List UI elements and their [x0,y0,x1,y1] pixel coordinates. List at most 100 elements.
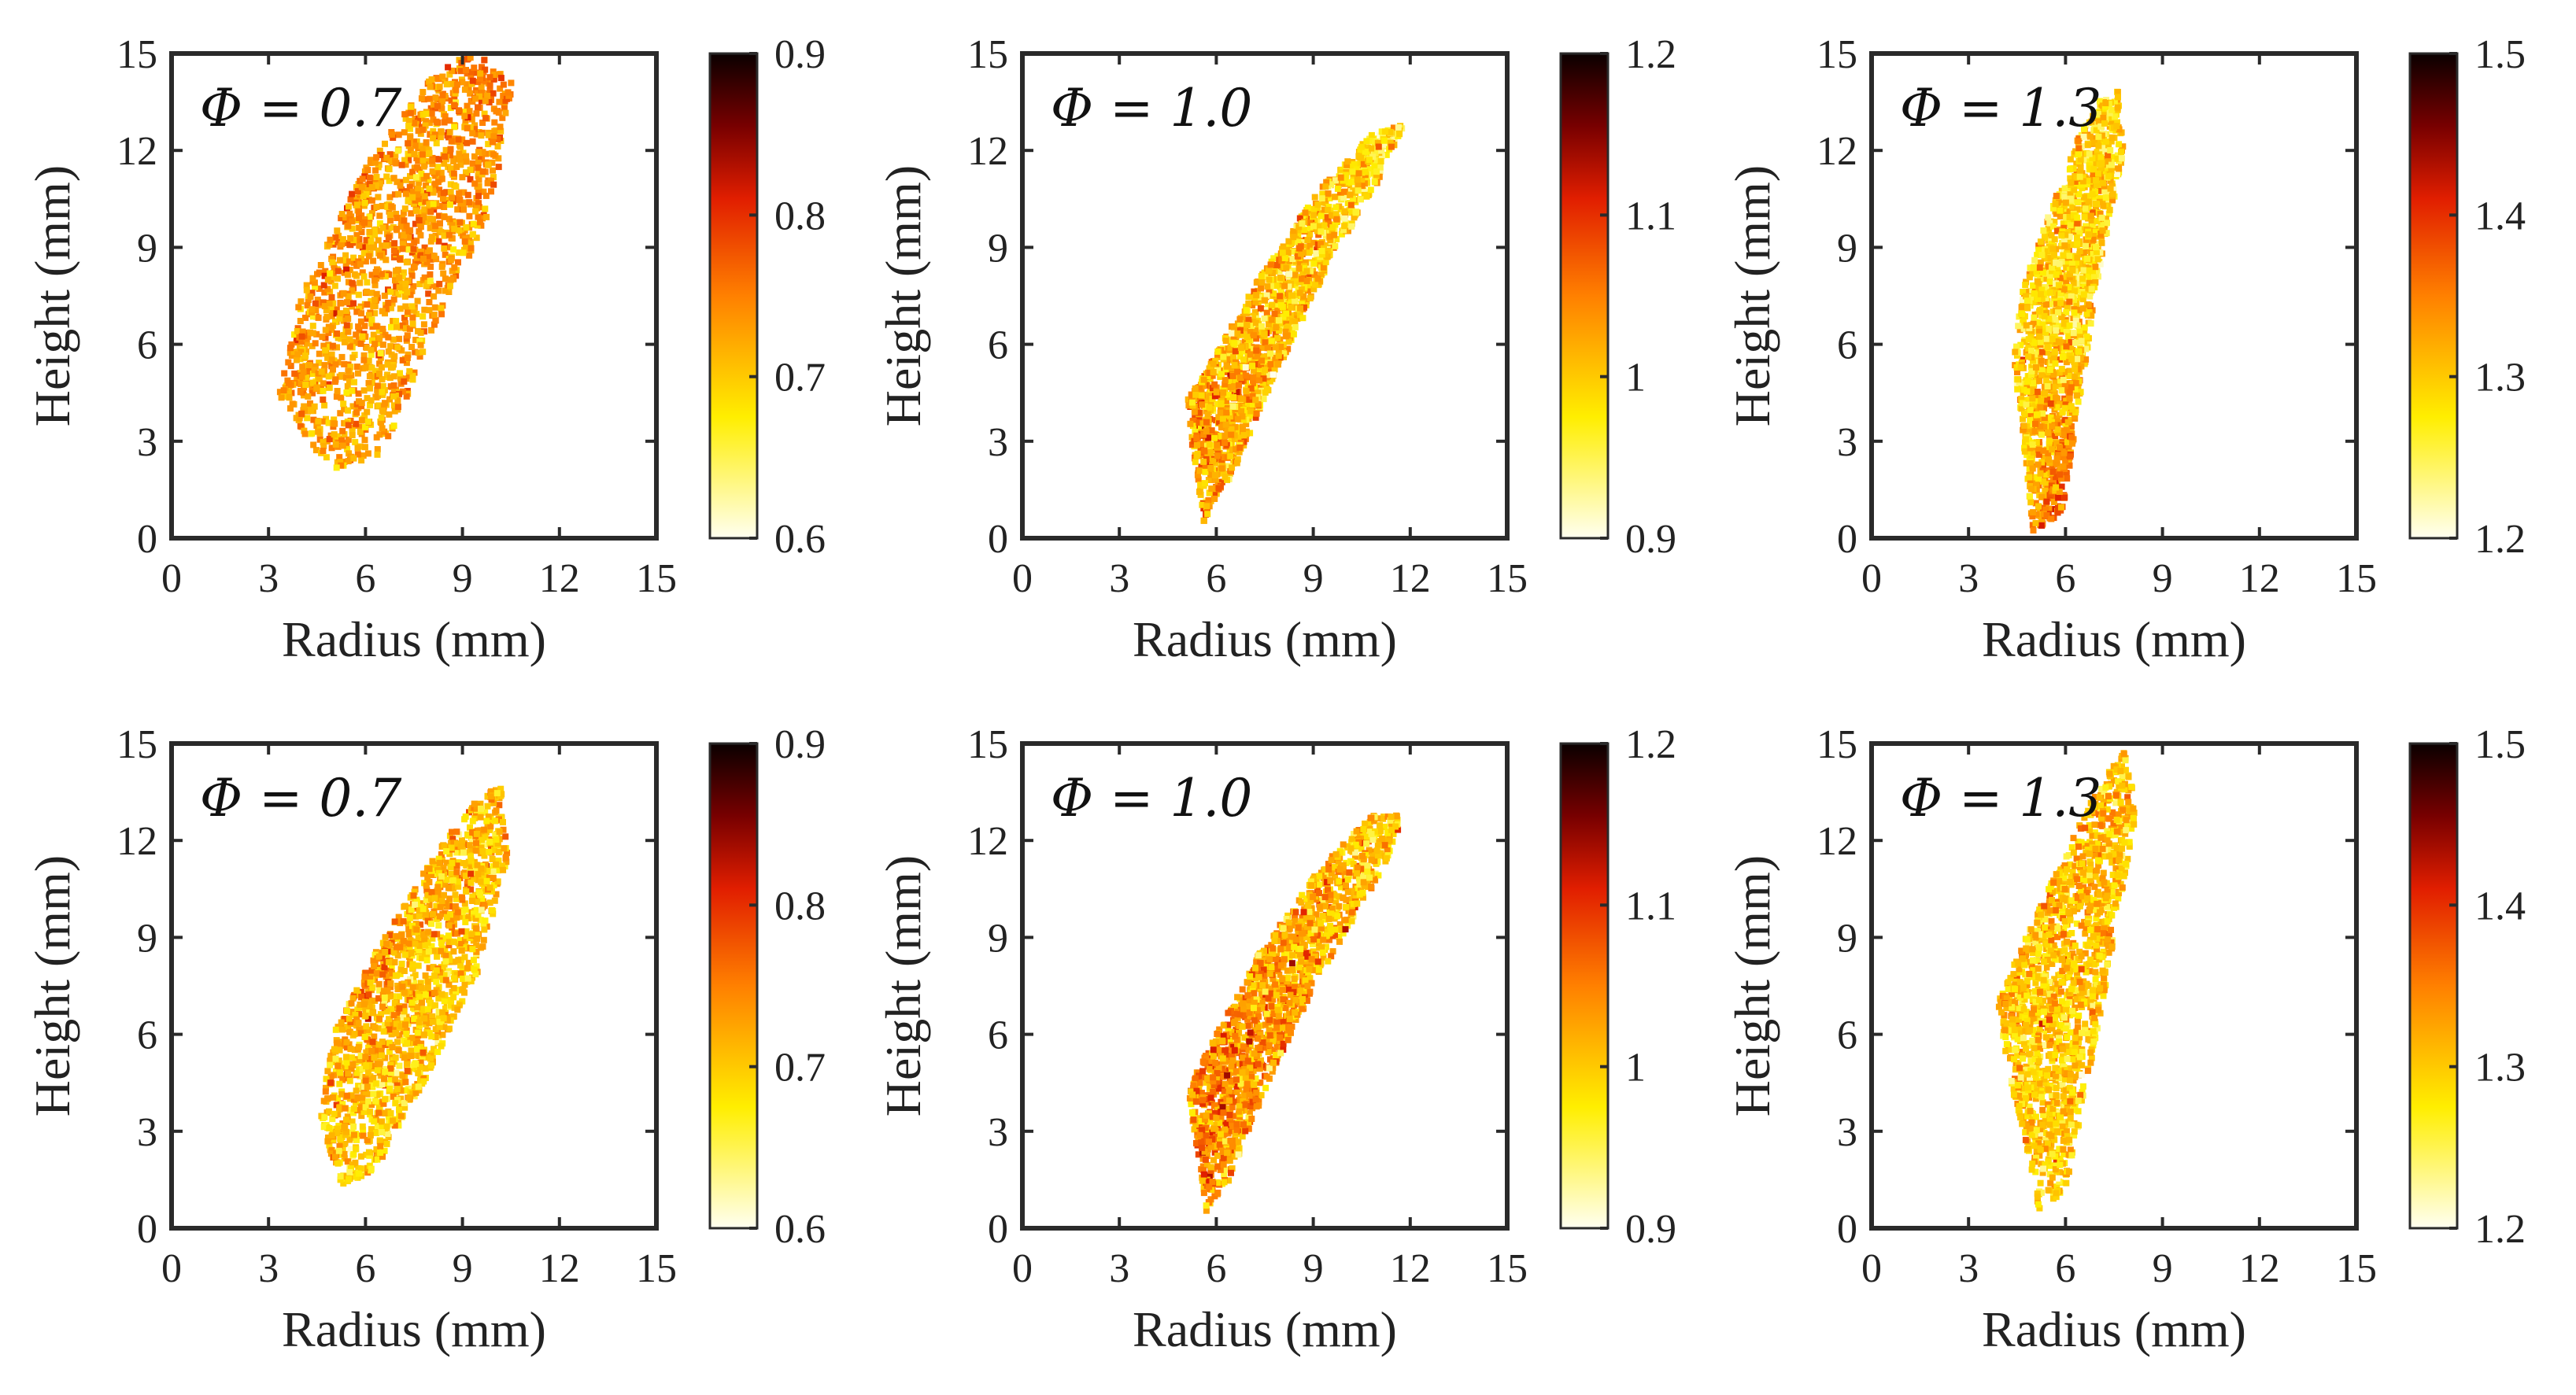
scatter-point [2055,452,2062,459]
scatter-point [442,146,449,153]
scatter-point [298,388,304,394]
scatter-point [397,256,404,263]
scatter-point [429,168,436,175]
scatter-point [1373,168,1380,175]
scatter-point [405,372,412,379]
scatter-point [490,138,496,146]
scatter-point [382,273,389,280]
scatter-point [2083,310,2090,317]
scatter-point [406,367,413,375]
scatter-point [2024,304,2031,312]
scatter-point [2113,123,2120,130]
scatter-point [2079,275,2086,282]
scatter-point [1269,301,1276,308]
y-tick-label: 0 [1837,517,1857,562]
scatter-point [320,299,327,306]
scatter-point [2058,232,2065,239]
scatter-point [466,108,473,115]
scatter-point [2051,236,2058,243]
scatter-point [354,188,361,195]
scatter-point [451,264,458,271]
scatter-point [425,158,432,164]
scatter-point [1348,209,1355,216]
scatter-point [1334,185,1341,192]
scatter-point [1272,344,1279,351]
scatter-point [2053,327,2060,334]
scatter-point [430,116,437,124]
scatter-point [490,181,497,188]
scatter-point [2066,214,2073,221]
scatter-point [1236,382,1242,389]
scatter-point [293,356,300,364]
scatter-point [2033,411,2040,419]
scatter-point [2064,438,2071,445]
scatter-point [1392,130,1399,137]
scatter-point [364,419,371,426]
scatter-point [412,220,419,227]
scatter-point [358,400,365,407]
colorbar-tick-label: 0.9 [1625,517,1676,562]
scatter-point [432,317,439,324]
scatter-point [2095,136,2102,143]
scatter-point [386,177,393,184]
scatter-point [345,293,352,300]
scatter-point [328,324,335,331]
scatter-point [407,134,414,141]
scatter-point [2035,295,2042,302]
scatter-point [2069,440,2075,447]
scatter-point [2028,388,2035,395]
scatter-point [2029,513,2036,520]
scatter-point [2051,219,2058,225]
scatter-point [2089,191,2096,197]
scatter-point [346,450,353,457]
scatter-point [1303,278,1310,285]
scatter-point [2082,205,2089,212]
scatter-point [1289,292,1296,299]
scatter-point [475,193,482,200]
scatter-point [412,174,419,181]
scatter-point [1261,331,1268,338]
scatter-point [464,191,471,198]
scatter-points [276,54,515,471]
scatter-point [1211,434,1218,441]
scatter-point [1245,316,1252,323]
scatter-point [2027,445,2034,452]
scatter-point [1238,408,1245,415]
scatter-point [2066,322,2073,329]
scatter-point [2049,478,2057,485]
scatter-point [357,279,364,286]
scatter-point [2060,224,2068,231]
scatter-point [455,249,462,256]
scatter-point [453,81,460,88]
scatter-point [1337,174,1344,181]
scatter-point [371,227,378,234]
scatter-point [2050,371,2057,378]
scatter-point [334,344,340,351]
colorbar-tick-label: 0.9 [774,32,826,77]
colorbar-tick-label: 1.2 [1625,32,1676,77]
scatter-point [2032,519,2039,526]
scatter-point [408,303,416,310]
scatter-point [1231,383,1238,389]
scatter-point [2031,286,2038,293]
scatter-point [390,393,397,400]
scatter-point [1380,142,1388,149]
scatter-point [1267,360,1274,367]
x-tick-label: 9 [1303,556,1324,601]
scatter-point [1207,471,1214,478]
scatter-point [428,327,434,334]
scatter-point [1255,377,1262,384]
scatter-point [323,307,330,314]
scatter-point [2086,231,2093,238]
scatter-point [2072,373,2079,380]
scatter-point [427,131,434,138]
scatter-point [2069,204,2076,211]
scatter-point [397,305,404,312]
scatter-point [1396,131,1403,138]
scatter-point [320,396,327,403]
scatter-point [2090,274,2097,281]
scatter-point [364,279,371,286]
scatter-point [346,210,353,217]
scatter-point [1207,465,1214,471]
scatter-point [482,78,490,85]
